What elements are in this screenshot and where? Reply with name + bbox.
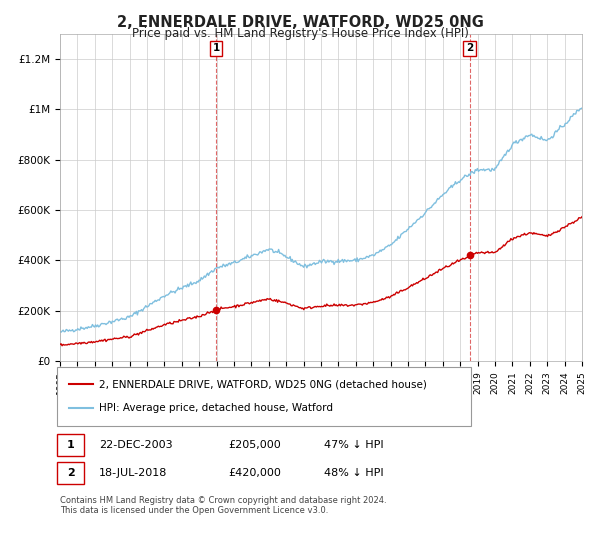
Text: 47% ↓ HPI: 47% ↓ HPI: [324, 440, 383, 450]
Text: £420,000: £420,000: [228, 468, 281, 478]
Text: 2: 2: [67, 468, 74, 478]
Text: 1: 1: [212, 43, 220, 53]
Text: Price paid vs. HM Land Registry's House Price Index (HPI): Price paid vs. HM Land Registry's House …: [131, 27, 469, 40]
Text: £205,000: £205,000: [228, 440, 281, 450]
Text: 2: 2: [466, 43, 473, 53]
Text: 1: 1: [67, 440, 74, 450]
Text: Contains HM Land Registry data © Crown copyright and database right 2024.
This d: Contains HM Land Registry data © Crown c…: [60, 496, 386, 515]
Text: 22-DEC-2003: 22-DEC-2003: [99, 440, 173, 450]
Text: 2, ENNERDALE DRIVE, WATFORD, WD25 0NG: 2, ENNERDALE DRIVE, WATFORD, WD25 0NG: [116, 15, 484, 30]
Text: 2, ENNERDALE DRIVE, WATFORD, WD25 0NG (detached house): 2, ENNERDALE DRIVE, WATFORD, WD25 0NG (d…: [99, 380, 427, 390]
Text: 18-JUL-2018: 18-JUL-2018: [99, 468, 167, 478]
Text: 48% ↓ HPI: 48% ↓ HPI: [324, 468, 383, 478]
Text: HPI: Average price, detached house, Watford: HPI: Average price, detached house, Watf…: [99, 403, 333, 413]
